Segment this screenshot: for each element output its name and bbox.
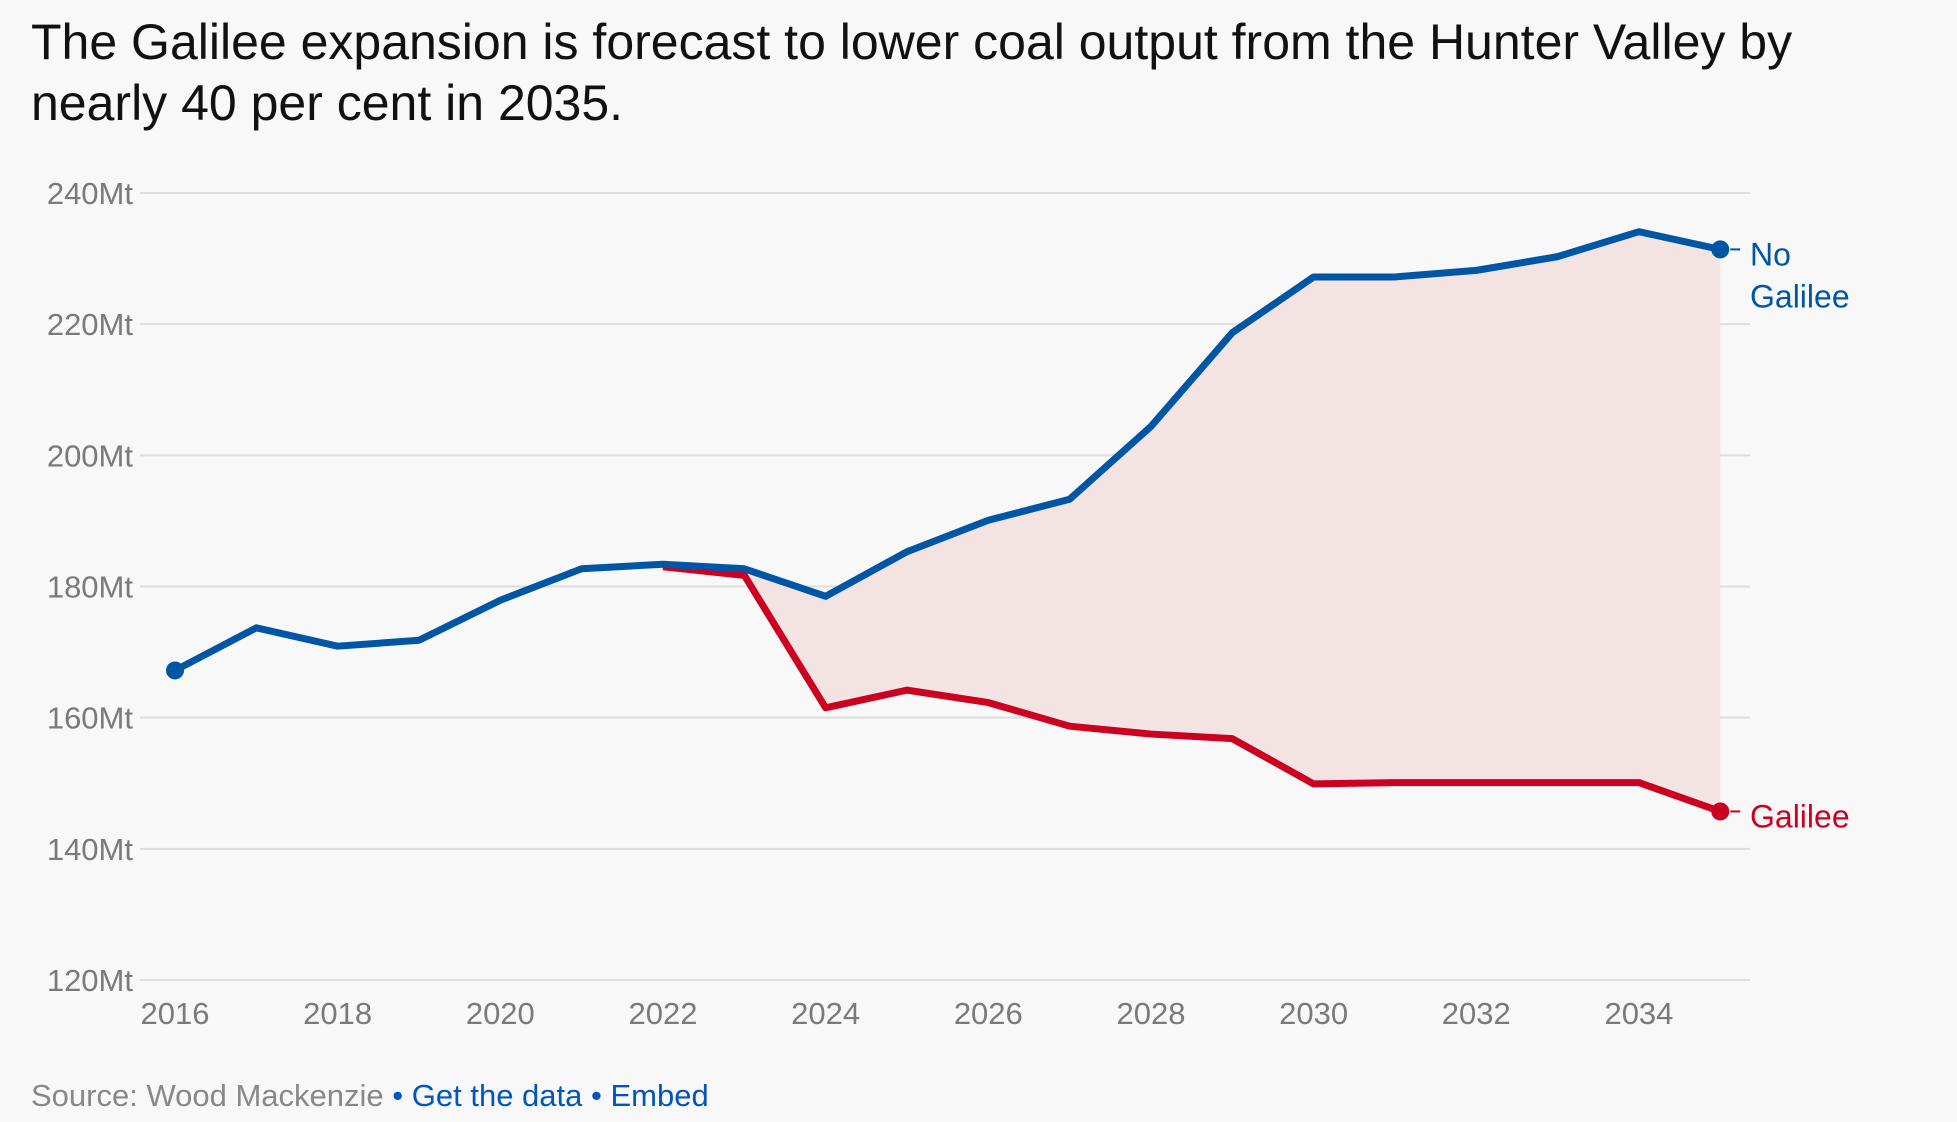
- x-tick-label: 2030: [1279, 996, 1348, 1031]
- x-tick-label: 2020: [466, 996, 535, 1031]
- get-data-link[interactable]: Get the data: [411, 1078, 583, 1113]
- x-tick-label: 2028: [1116, 996, 1185, 1031]
- y-tick-label: 140Mt: [47, 832, 134, 867]
- x-tick-label: 2022: [628, 996, 697, 1031]
- y-tick-label: 120Mt: [47, 963, 134, 998]
- gap-area-fill: [662, 231, 1721, 812]
- separator: •: [591, 1078, 602, 1113]
- gap-area: [662, 231, 1721, 812]
- y-tick-label: 180Mt: [47, 570, 134, 605]
- x-tick-label: 2032: [1442, 996, 1511, 1031]
- x-tick-label: 2016: [141, 996, 210, 1031]
- axis-labels: 120Mt 140Mt 160Mt 180Mt 200Mt 220Mt 240Mt 2016 2…: [47, 176, 1850, 1031]
- no-galilee-start-point: [166, 661, 184, 680]
- galilee-line: [662, 563, 1722, 815]
- x-tick-label: 2034: [1604, 996, 1673, 1031]
- no-galilee-end-point: [1711, 240, 1730, 259]
- x-tick-label: 2018: [303, 996, 372, 1031]
- footer: Source: Wood Mackenzie • Get the data • …: [31, 1078, 709, 1114]
- x-tick-label: 2026: [954, 996, 1023, 1031]
- no-galilee-line: [173, 228, 1722, 674]
- series-lines: [166, 228, 1741, 821]
- no-galilee-series-label: Galilee: [1750, 278, 1850, 314]
- galilee-end-point: [1711, 802, 1730, 821]
- y-tick-label: 160Mt: [47, 701, 134, 736]
- y-tick-label: 200Mt: [47, 438, 134, 473]
- source-text: Source: Wood Mackenzie: [31, 1078, 384, 1113]
- chart-title: The Galilee expansion is forecast to low…: [31, 14, 1793, 131]
- y-tick-label: 220Mt: [47, 307, 134, 342]
- x-tick-label: 2024: [791, 996, 860, 1031]
- galilee-series-label: Galilee: [1750, 798, 1850, 834]
- embed-link[interactable]: Embed: [610, 1078, 709, 1113]
- separator: •: [392, 1078, 404, 1113]
- y-tick-label: 240Mt: [47, 176, 134, 211]
- no-galilee-series-label: No: [1750, 236, 1791, 272]
